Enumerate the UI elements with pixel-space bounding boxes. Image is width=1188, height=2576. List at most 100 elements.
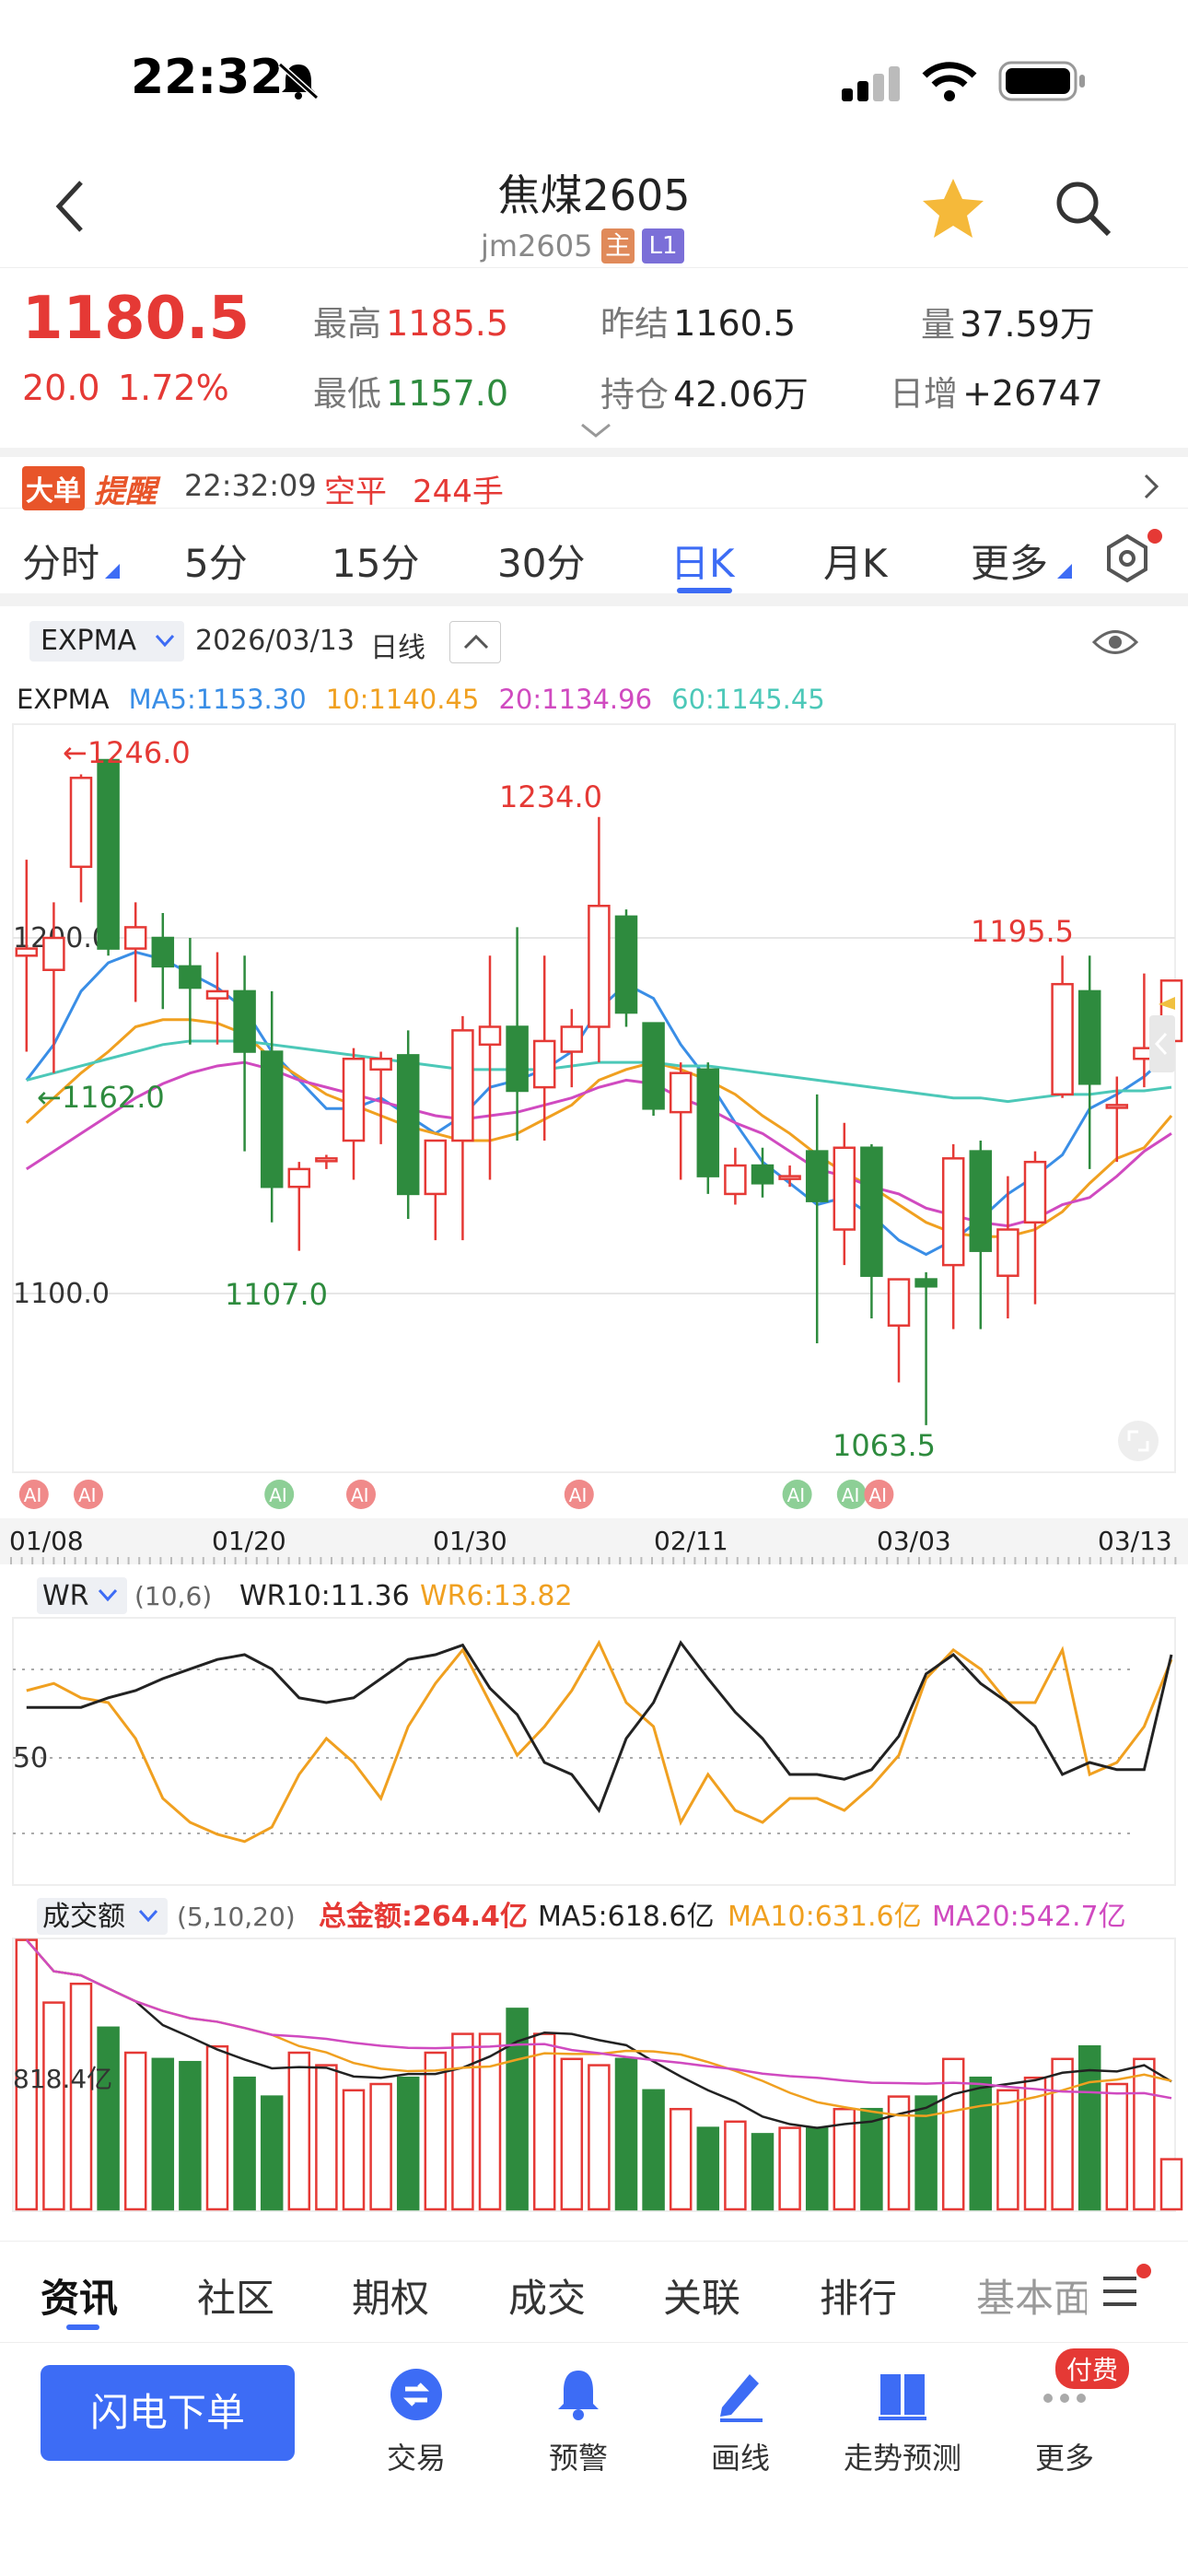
volume-bar [1159, 2158, 1183, 2211]
volume-bar [1023, 2076, 1047, 2211]
wr10-line [26, 1640, 1173, 1814]
volume-bar [941, 2057, 965, 2211]
tab-trades[interactable]: 成交 [508, 2276, 587, 2321]
alert-amount: 244手 [413, 474, 504, 510]
candle [560, 1009, 584, 1088]
volume-ma-lines [25, 1938, 1172, 2129]
trade-icon [390, 2369, 442, 2420]
candle-body [614, 915, 638, 1014]
wr-params: (10,6) [134, 1581, 212, 1611]
candle-body [860, 1146, 883, 1277]
candle-body [151, 936, 175, 968]
tab-5min[interactable]: 5分 [184, 541, 248, 586]
tab-community[interactable]: 社区 [197, 2276, 275, 2321]
trade-button[interactable]: 交易 [343, 2367, 490, 2477]
ai-badge-circle [74, 1480, 103, 1509]
forecast-button[interactable]: 走势预测 [829, 2367, 976, 2477]
big-order-alert[interactable]: 大单 提醒 22:32:09 空平 244手 [0, 448, 1188, 510]
candle-body [478, 1025, 502, 1047]
volume-ma20: MA20:542.7亿 [932, 1901, 1126, 1933]
ai-badge-label: AI [269, 1484, 287, 1506]
main-contract-badge: 主 [601, 228, 635, 263]
volume-axis-label: 818.4亿 [13, 2064, 112, 2094]
volume-select[interactable] [37, 1898, 168, 1935]
volume-ma5: MA5:618.6亿 [538, 1901, 714, 1933]
candle-body [42, 936, 65, 971]
volume-bar [342, 2089, 366, 2211]
volume-bar [614, 2057, 638, 2211]
indicator-select[interactable]: EXPMA [29, 621, 184, 662]
candle [833, 1122, 856, 1266]
battery-icon [998, 61, 1085, 101]
collapse-button[interactable] [449, 621, 501, 663]
draw-button[interactable]: 画线 [667, 2367, 814, 2477]
draw-label: 画线 [710, 2441, 770, 2476]
period-tabs: 分时 5分 15分 30分 日K 月K 更多 [0, 509, 1188, 606]
volume-bar [669, 2107, 693, 2211]
candle-body [560, 1025, 584, 1053]
volume-bar [532, 2032, 556, 2211]
back-icon[interactable] [52, 179, 88, 234]
candles [15, 758, 1183, 1425]
ai-badge: AI [864, 1480, 894, 1509]
tab-daily-k[interactable]: 日K [670, 541, 735, 586]
fullscreen-icon[interactable] [1118, 1421, 1159, 1461]
volume-bar [205, 2044, 229, 2211]
candle [914, 1271, 938, 1425]
kline-chart[interactable]: 1200.0 1100.0 ←1246.0 1234.0 1195.5 ←116… [0, 0, 1188, 2239]
wr-select[interactable] [37, 1577, 127, 1614]
candle [506, 927, 529, 1142]
candle [287, 1162, 311, 1251]
eye-icon[interactable] [1092, 626, 1138, 658]
status-bar: 22:32 [0, 0, 1188, 157]
contract-title: 焦煤2605 [497, 170, 691, 220]
volume-bar [69, 1982, 93, 2211]
ai-badge-circle [864, 1480, 894, 1509]
ai-badge-label: AI [24, 1484, 42, 1506]
settings-hexagon-icon[interactable] [1098, 529, 1162, 588]
volume-bar [642, 2089, 665, 2211]
search-icon[interactable] [1054, 179, 1112, 238]
candle [233, 955, 256, 1152]
date-label: 03/03 [877, 1526, 951, 1556]
candle-body [260, 1050, 284, 1188]
bottom-toolbar: 闪电下单 交易 预警 画线 走势预测 更多 付费 [0, 2342, 1188, 2576]
candle-body [1105, 1104, 1129, 1109]
ma20-legend: 20:1134.96 [498, 684, 653, 715]
level-badge: L1 [642, 228, 684, 263]
candle [642, 1022, 665, 1116]
chart-date: 2026/03/13 [195, 625, 355, 657]
tab-15min[interactable]: 15分 [332, 541, 420, 586]
tab-more[interactable]: 更多 [971, 541, 1049, 586]
lightning-order-button[interactable]: 闪电下单 [41, 2365, 295, 2461]
tab-monthly-k[interactable]: 月K [823, 541, 888, 586]
last-price: 1180.5 [22, 285, 250, 353]
expand-chevron-icon[interactable] [580, 421, 611, 439]
wr6-line [26, 1639, 1173, 1844]
volume-name: 成交额 [42, 1901, 125, 1933]
tab-intraday[interactable]: 分时 [22, 541, 100, 586]
alert-button[interactable]: 预警 [505, 2367, 652, 2477]
tab-related[interactable]: 关联 [663, 2276, 741, 2321]
menu-icon[interactable] [1096, 2262, 1160, 2317]
candle [751, 1147, 775, 1198]
candle-body [369, 1057, 392, 1071]
candle [396, 1030, 420, 1219]
tab-ranking[interactable]: 排行 [820, 2276, 898, 2321]
volume-bar [42, 2001, 65, 2211]
tab-fundamentals[interactable]: 基本面 [976, 2276, 1087, 2321]
candle [151, 912, 175, 1010]
candle-body [179, 965, 202, 989]
tab-news[interactable]: 资讯 [41, 2276, 119, 2321]
candle-body [506, 1025, 529, 1093]
tab-30min[interactable]: 30分 [497, 541, 586, 586]
open-interest-value: 42.06万 [673, 374, 809, 415]
pen-icon [720, 2374, 763, 2422]
more-button[interactable]: 更多 [991, 2367, 1138, 2477]
tab-options[interactable]: 期权 [352, 2276, 430, 2321]
candle-body [914, 1278, 938, 1288]
side-handle[interactable] [1149, 1015, 1175, 1072]
volume-bar [1077, 2044, 1101, 2211]
star-icon[interactable] [921, 177, 985, 240]
candle [42, 902, 65, 1073]
